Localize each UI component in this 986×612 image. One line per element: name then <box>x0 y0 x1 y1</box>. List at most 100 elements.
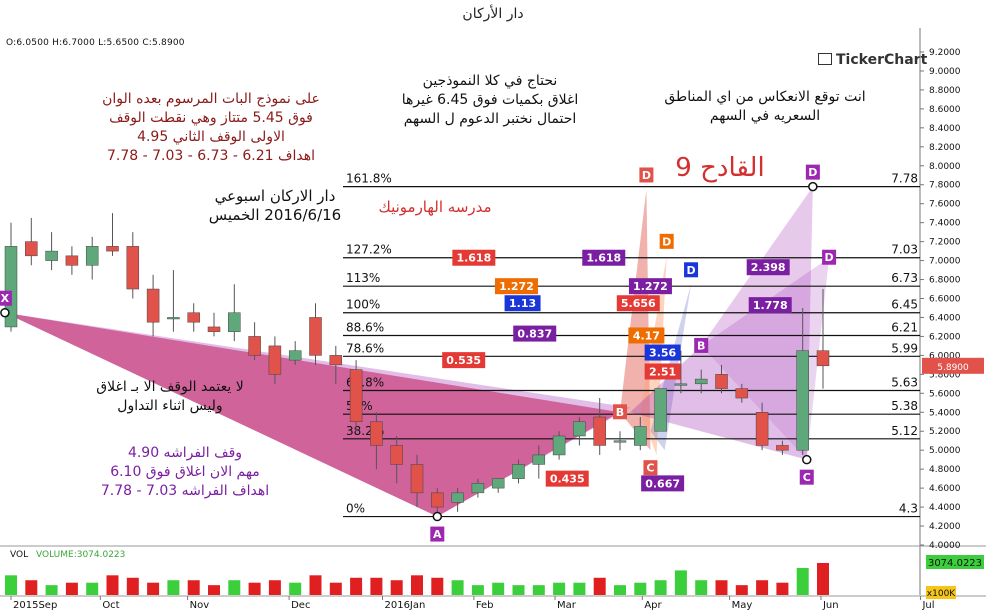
x-tick-label: Oct <box>102 600 119 611</box>
note-stop-rule: لا يعتمد الوقف الا بـ اغلاق وليس اثناء ال… <box>96 379 244 414</box>
x-tick-label: Dec <box>291 600 310 611</box>
fib-pct-label: 127.2% <box>346 243 392 257</box>
volume-label: VOL <box>10 550 28 560</box>
fib-price-label: 4.3 <box>899 502 918 516</box>
y-tick-label: 4.4000 <box>929 503 961 513</box>
candle-body <box>268 345 282 375</box>
y-tick-label: 8.8000 <box>929 86 961 96</box>
note-reversal-question: انت توقع الانعكاس من اي المناطق السعريه ف… <box>664 89 866 124</box>
x-tick-label: Jun <box>822 600 839 611</box>
candle-body <box>613 440 627 443</box>
fib-price-label: 6.45 <box>891 298 918 312</box>
x-tick-label: Mar <box>557 600 577 611</box>
ratio-label-bg <box>628 327 665 344</box>
last-price-marker <box>922 357 984 374</box>
y-tick-label: 6.0000 <box>929 351 961 361</box>
ratio-label-bg <box>442 352 486 369</box>
candle-body <box>106 246 119 252</box>
y-tick-label: 7.4000 <box>929 219 961 229</box>
note-weekly-date: دار الاركان اسبوعي 2016/6/16 الخميس <box>208 187 342 224</box>
volume-bar <box>350 577 363 595</box>
volume-bar <box>614 585 626 595</box>
volume-bar <box>431 577 444 595</box>
note-close-requirement: نحتاج في كلا النموذجين اغلاق بكميات فوق 6… <box>401 73 579 127</box>
fib-pct-label: 0% <box>346 502 365 516</box>
volume-bar <box>532 585 545 595</box>
ratio-label-bg <box>748 297 792 314</box>
volume-bar <box>106 575 119 595</box>
volume-bar <box>289 582 302 595</box>
candle-body <box>715 374 728 389</box>
candle-body <box>349 369 363 423</box>
point-label-bg <box>430 526 445 542</box>
low-value: 5.6500 <box>106 38 140 48</box>
candle-body <box>573 421 586 437</box>
volume-bar <box>268 580 281 595</box>
volume-bar <box>228 580 241 595</box>
volume-readout: VOLUME:3074.0223 <box>36 550 125 560</box>
volume-bar <box>634 582 647 595</box>
ratio-label: 1.778 <box>753 299 788 312</box>
point-label-bg <box>805 164 820 180</box>
volume-bar <box>65 582 78 595</box>
point-label: C <box>646 462 654 475</box>
point-label: X <box>1 292 10 305</box>
candle-body <box>4 246 18 328</box>
fib-price-label: 5.99 <box>891 341 918 355</box>
x-tick-label: Nov <box>190 600 210 611</box>
point-label: C <box>803 471 811 484</box>
ratio-label-bg <box>641 475 685 492</box>
candle-body <box>512 464 525 479</box>
y-tick-label: 4.8000 <box>929 465 961 475</box>
bat-bcd-wing <box>620 189 651 451</box>
ratio-label: 0.435 <box>550 473 585 486</box>
ratio-label-bg <box>545 470 589 487</box>
y-tick-label: 5.8000 <box>929 370 961 380</box>
ratio-label-bg <box>644 344 681 361</box>
candle-body <box>491 478 505 489</box>
ratio-label-bg <box>746 259 790 276</box>
pivot-point <box>808 181 818 192</box>
note-next-trigger: القادح 9 <box>675 153 765 183</box>
ratio-label: 1.272 <box>633 280 668 293</box>
volume-bar <box>715 580 728 595</box>
candle-body <box>431 492 444 508</box>
point-label-bg <box>694 337 709 353</box>
candle-body <box>207 326 221 332</box>
volume-scale-label: x100K <box>927 589 957 599</box>
candle-body <box>674 383 688 386</box>
volume-bar <box>25 580 38 595</box>
last-price-label: 5.8900 <box>937 363 969 373</box>
volume-bar <box>817 563 829 595</box>
volume-bar <box>756 580 769 595</box>
candle-body <box>755 412 769 446</box>
candle-body <box>329 355 343 366</box>
point-label-bg <box>613 404 627 420</box>
y-tick-label: 8.4000 <box>929 124 961 134</box>
point-label-bg <box>684 262 699 278</box>
volume-bar <box>695 580 708 595</box>
volume-bar <box>45 585 58 595</box>
fib-pct-label: 113% <box>346 271 380 285</box>
ratio-label-bg <box>504 295 541 312</box>
candle-body <box>146 288 160 323</box>
note-harmonic-school: مدرسه الهارمونيك <box>378 198 492 216</box>
ratio-label: 5.656 <box>621 297 656 310</box>
ratio-label: 2.398 <box>751 261 786 274</box>
volume-bar <box>553 582 566 595</box>
candle-body <box>796 350 809 451</box>
candle-body <box>228 312 241 332</box>
volume-last-bg <box>926 555 984 569</box>
ratio-label: 1.13 <box>509 297 536 310</box>
fib-price-label: 5.63 <box>891 375 918 389</box>
y-tick-label: 7.6000 <box>929 200 961 210</box>
point-label: D <box>825 251 834 264</box>
high-value: 6.7000 <box>62 38 96 48</box>
y-tick-label: 6.6000 <box>929 295 961 305</box>
candle-body <box>776 445 789 451</box>
y-tick-label: 7.8000 <box>929 181 961 191</box>
brand-logo: TickerChart <box>818 52 927 68</box>
ratio-label-bg <box>452 249 496 266</box>
y-tick-label: 5.6000 <box>929 389 961 399</box>
